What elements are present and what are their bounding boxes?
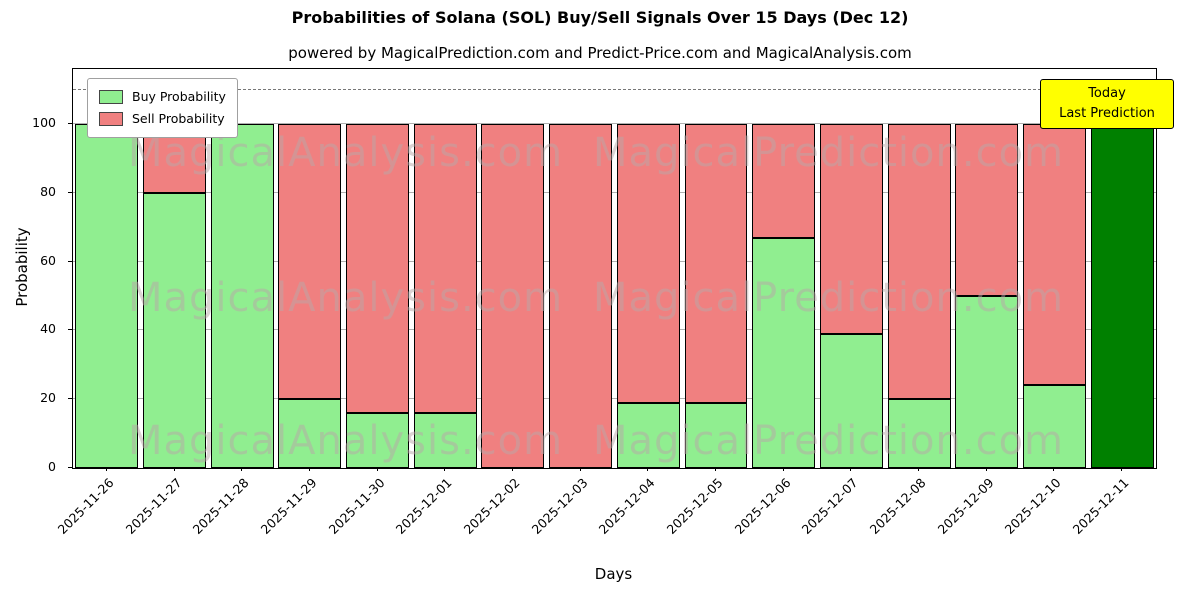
bar-buy-segment [1090, 124, 1154, 468]
x-tick-mark [918, 467, 920, 471]
today-annotation: Today Last Prediction [1040, 79, 1174, 130]
legend-label-sell: Sell Probability [132, 110, 225, 126]
bar-buy-segment [684, 402, 748, 468]
legend: Buy Probability Sell Probability [87, 78, 238, 138]
y-axis-label: Probability [13, 227, 31, 307]
bar-buy-segment [955, 296, 1019, 468]
bar-sell-segment [819, 124, 883, 334]
legend-swatch-buy [99, 89, 123, 104]
legend-label-buy: Buy Probability [132, 89, 226, 104]
annotation-line1: Today [1088, 86, 1126, 101]
x-tick-mark [1121, 467, 1123, 471]
x-tick-mark [308, 467, 310, 471]
x-tick-mark [241, 467, 243, 471]
bar-sell-segment [616, 124, 680, 403]
x-tick-mark [173, 467, 175, 471]
bar-buy-segment [819, 333, 883, 468]
bar-sell-segment [413, 124, 477, 413]
x-tick-mark [105, 467, 107, 471]
bar-sell-segment [887, 124, 951, 400]
x-tick-mark [579, 467, 581, 471]
y-tick-label: 40 [40, 321, 56, 337]
x-tick-mark [444, 467, 446, 471]
bar-buy-segment [752, 237, 816, 468]
legend-swatch-sell [99, 111, 123, 126]
chart-title: Probabilities of Solana (SOL) Buy/Sell S… [291, 8, 909, 27]
y-tick-mark [68, 467, 72, 468]
x-tick-mark [850, 467, 852, 471]
bar-buy-segment [1022, 385, 1086, 468]
upper-dashed-line [73, 88, 1156, 90]
bar-buy-segment [278, 399, 342, 468]
bar-buy-segment [346, 412, 410, 468]
y-tick-mark [68, 260, 72, 262]
x-tick-mark [1053, 467, 1055, 471]
y-gridline [73, 191, 1156, 193]
x-tick-mark [647, 467, 649, 471]
bar-buy-segment [143, 192, 206, 468]
y-gridline [73, 398, 1156, 400]
bar-buy-segment [75, 124, 139, 468]
bar-sell-segment [346, 124, 410, 413]
y-tick-label: 20 [40, 390, 56, 406]
plot-area: Buy Probability Sell Probability Magical… [72, 68, 1157, 469]
annotation-line2: Last Prediction [1059, 106, 1155, 122]
y-axis-ticks: 0 20 40 60 80 100 [0, 68, 66, 474]
y-tick-label: 0 [48, 459, 56, 474]
y-gridline [73, 123, 1156, 125]
bar-sell-segment [481, 124, 545, 468]
bar-sell-segment [549, 124, 613, 468]
legend-item-buy: Buy Probability [99, 86, 226, 108]
bar-sell-segment [278, 124, 342, 400]
chart-subtitle: powered by MagicalPrediction.com and Pre… [288, 44, 912, 62]
y-gridline [73, 260, 1156, 262]
x-tick-mark [715, 467, 717, 471]
bar-buy-segment [616, 402, 680, 468]
x-tick-mark [782, 467, 784, 471]
x-tick-mark [376, 467, 378, 471]
bar-buy-segment [210, 124, 274, 468]
y-tick-mark [68, 123, 72, 125]
bar-sell-segment [684, 124, 748, 403]
y-tick-label: 60 [40, 252, 56, 268]
bar-buy-segment [887, 399, 951, 468]
y-tick-mark [68, 329, 72, 331]
x-tick-mark [511, 467, 513, 471]
x-axis-label: Days [594, 565, 633, 583]
x-axis-ticks: 2025-11-26 2025-11-27 2025-11-28 2025-11-29… [54, 467, 1155, 600]
bar-sell-segment [955, 124, 1019, 297]
bar-sell-segment [1022, 124, 1086, 386]
y-tick-label: 80 [40, 183, 56, 199]
x-tick-mark [985, 467, 987, 471]
y-tick-label: 100 [32, 115, 56, 131]
legend-item-sell: Sell Probability [99, 108, 226, 130]
bar-buy-segment [413, 412, 477, 468]
y-tick-mark [68, 191, 72, 193]
bar-sell-segment [752, 124, 816, 238]
y-gridline [73, 329, 1156, 331]
y-tick-mark [68, 398, 72, 400]
